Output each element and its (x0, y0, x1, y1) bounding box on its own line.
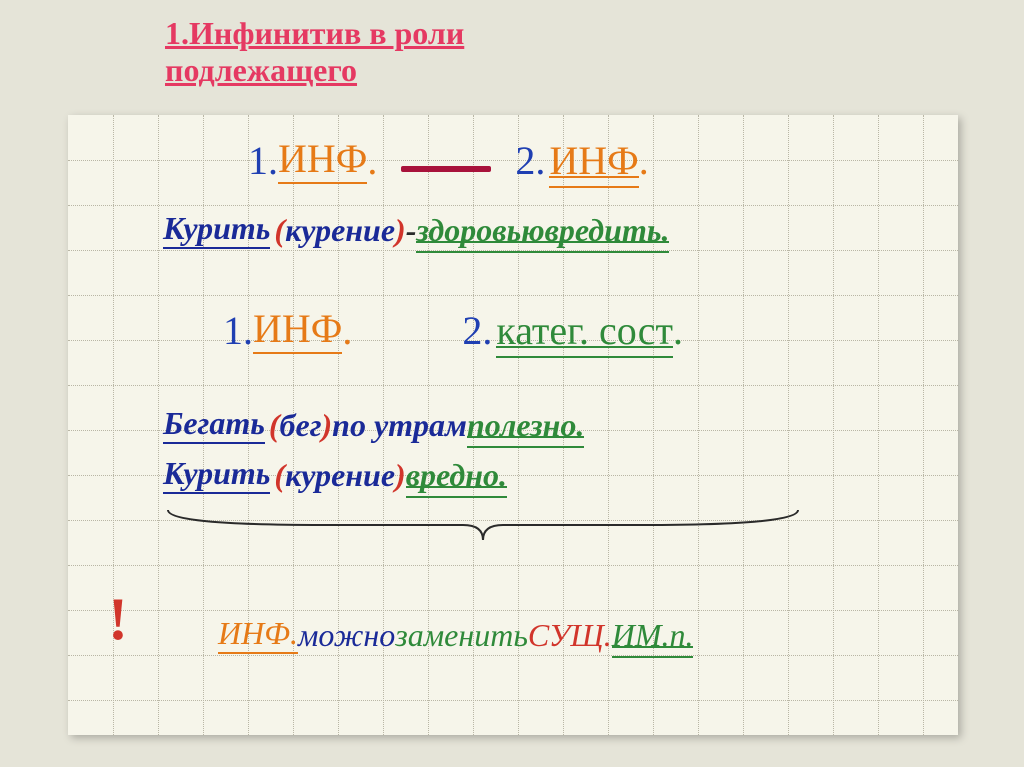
ex2b-pw: курение (285, 457, 395, 494)
ex1-paren-close: ) (395, 212, 406, 249)
formula-1: 1. ИНФ . 2. ИНФ . (68, 135, 958, 184)
ex2a-po: ( (269, 407, 280, 444)
formula1-right: ИНФ (549, 137, 638, 184)
example-1: Курить ( курение ) - здоровью вредить. (68, 210, 958, 249)
ex2a-subject: Бегать (163, 405, 265, 444)
ex2b-subject: Курить (163, 455, 270, 494)
example-2a: Бегать ( бег ) по утрам полезно. (68, 405, 958, 444)
formula2-leftnum: 1. (223, 307, 253, 354)
formula1-leftnum: 1. (248, 137, 278, 184)
note-w4: СУЩ. (528, 617, 612, 654)
formula1-rightnum: 2. (515, 137, 545, 184)
formula1-leftdot: . (367, 137, 377, 184)
ex2b-pc: ) (395, 457, 406, 494)
formula2-leftdot: . (342, 307, 352, 354)
note-line: ИНФ. можно заменить СУЩ. ИМ.п. (68, 615, 958, 654)
formula1-rightdot: . (639, 137, 649, 184)
ex1-subject: Курить (163, 210, 270, 249)
ex2a-pred: полезно. (467, 407, 584, 444)
curly-brace (163, 505, 803, 545)
slide-title: 1.Инфинитив в роли подлежащего (165, 15, 464, 89)
formula2-rightnum: 2. (462, 307, 492, 354)
example-2b: Курить ( курение ) вредно. (68, 455, 958, 494)
ex1-dash: - (406, 212, 417, 249)
formula2-left: ИНФ (253, 305, 342, 354)
formula2-right: катег. сост (496, 307, 673, 354)
ex2b-po: ( (274, 457, 285, 494)
note-w3: заменить (395, 617, 528, 654)
formula1-left: ИНФ (278, 135, 367, 184)
note-w2: можно (298, 617, 395, 654)
ex2a-pw: бег (280, 407, 322, 444)
ex2a-pc: ) (322, 407, 333, 444)
formula-2: 1. ИНФ . 2. катег. сост . (68, 305, 958, 354)
formula2-rightdot: . (673, 307, 683, 354)
note-w5: ИМ.п. (612, 617, 694, 654)
title-line-2: подлежащего (165, 52, 464, 89)
ex1-paren-open: ( (274, 212, 285, 249)
title-line-1: 1.Инфинитив в роли (165, 15, 464, 52)
note-w1: ИНФ. (218, 615, 298, 654)
ex2b-pred: вредно. (406, 457, 507, 494)
ex1-pred1: здоровью (416, 212, 544, 249)
formula1-dash (401, 166, 491, 172)
ex1-pred2: вредить. (545, 212, 670, 249)
ex1-paren-word: курение (285, 212, 395, 249)
ex2a-mid: по утрам (332, 407, 467, 444)
notebook-paper: 1. ИНФ . 2. ИНФ . Курить ( курение ) - з… (68, 115, 958, 735)
